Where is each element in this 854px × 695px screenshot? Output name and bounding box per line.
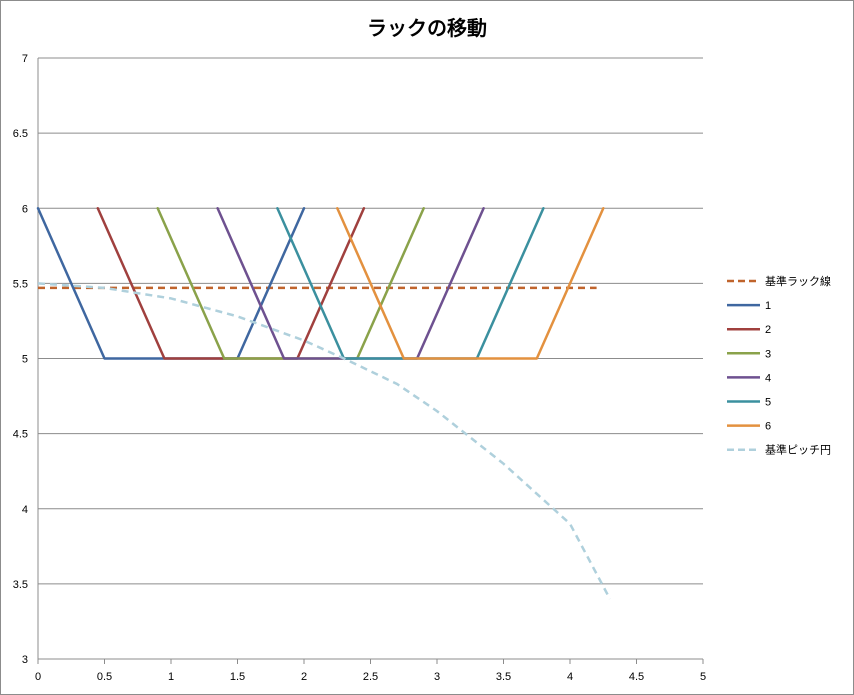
y-tick-label: 4 xyxy=(22,504,28,516)
x-tick-label: 4.5 xyxy=(629,671,644,683)
y-tick-label: 6.5 xyxy=(13,128,28,140)
legend-label: 基準ラック線 xyxy=(765,274,831,288)
x-tick-label: 2.5 xyxy=(363,671,378,683)
y-tick-label: 3 xyxy=(22,654,28,666)
y-tick-label: 3.5 xyxy=(13,579,28,591)
legend-label: 3 xyxy=(765,348,771,360)
y-tick-label: 4.5 xyxy=(13,429,28,441)
legend-label: 2 xyxy=(765,324,771,336)
x-tick-label: 3.5 xyxy=(496,671,511,683)
x-tick-label: 5 xyxy=(700,671,706,683)
y-tick-label: 5 xyxy=(22,354,28,366)
x-tick-label: 1.5 xyxy=(230,671,245,683)
y-tick-label: 5.5 xyxy=(13,278,28,290)
legend: 基準ラック線 1 2 3 4 5 6 基準ピッチ円 xyxy=(727,274,831,457)
legend-label: 6 xyxy=(765,421,771,433)
chart-title: ラックの移動 xyxy=(367,16,487,40)
legend-label: 1 xyxy=(765,300,771,312)
legend-label: 4 xyxy=(765,372,771,384)
series-layer xyxy=(36,207,612,600)
x-tick-label: 4 xyxy=(567,671,573,683)
legend-label: 5 xyxy=(765,397,771,409)
legend-label: 基準ピッチ円 xyxy=(765,443,831,457)
y-tick-label: 6 xyxy=(22,203,28,215)
x-tick-label: 3 xyxy=(434,671,440,683)
series-line-7 xyxy=(37,282,612,600)
x-tick-label: 0.5 xyxy=(97,671,112,683)
y-tick-label: 7 xyxy=(22,53,28,65)
axis-layer: 3 3.5 4 4.5 5 5.5 6 6.5 7 0 0.5 1 1.5 2 2.5 3 3.5 4 4.5 5 xyxy=(13,53,706,683)
series-line-6 xyxy=(336,207,605,360)
x-tick-label: 0 xyxy=(35,671,41,683)
x-tick-label: 1 xyxy=(168,671,174,683)
x-tick-label: 2 xyxy=(301,671,307,683)
